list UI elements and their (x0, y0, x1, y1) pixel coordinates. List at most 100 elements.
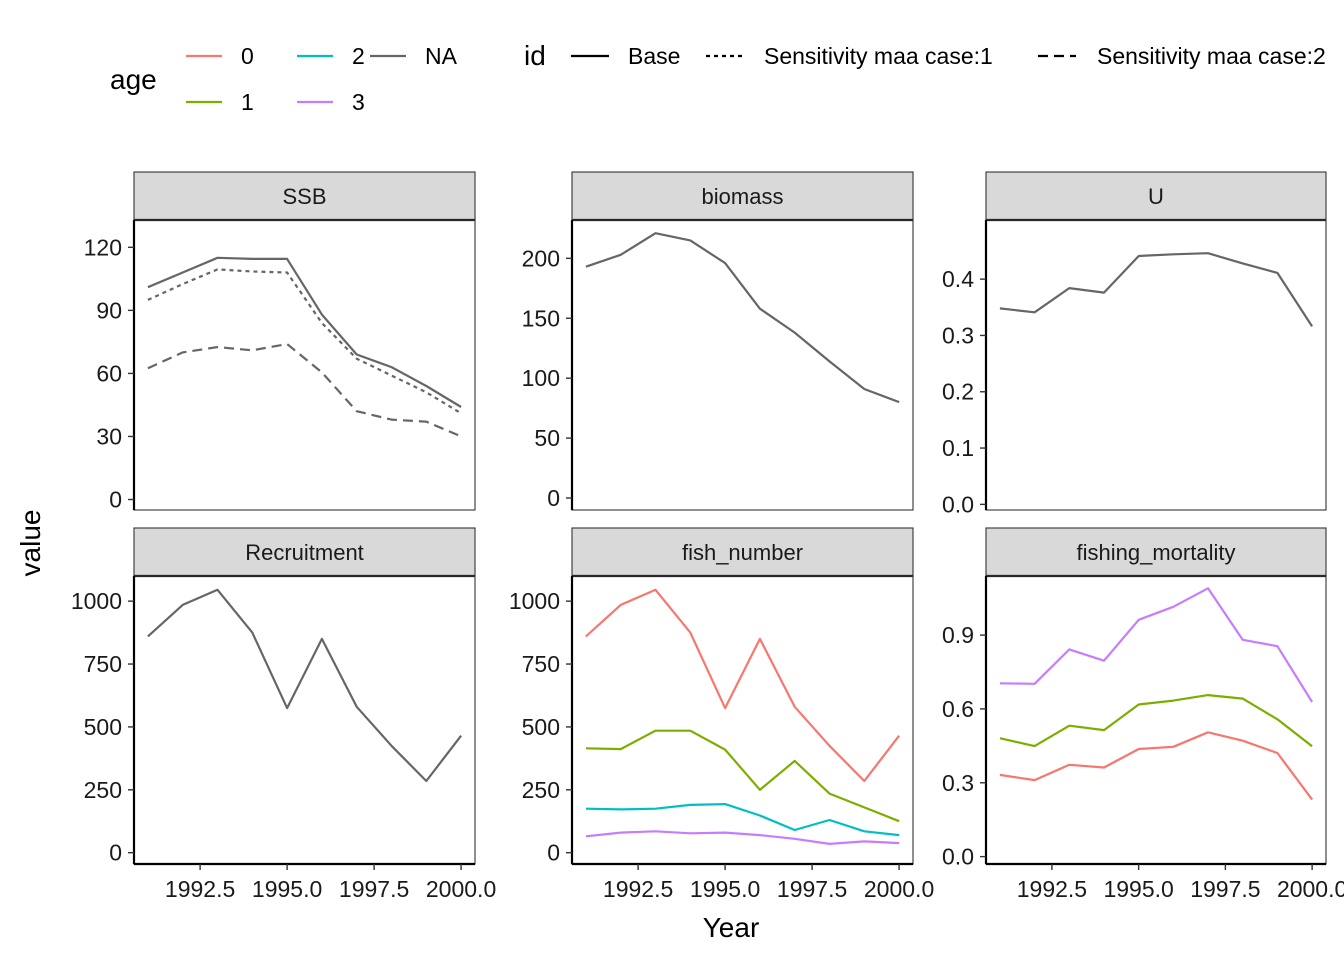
series-line-age-2-solid (585, 802, 900, 837)
x-tick-label: 1997.5 (339, 876, 409, 902)
x-tick-label: 2000.0 (426, 876, 496, 902)
y-tick-label: 0.3 (942, 770, 974, 796)
y-tick-label: 750 (522, 651, 560, 677)
y-tick-label: 0 (109, 486, 122, 512)
x-tick-label: 1992.5 (165, 876, 235, 902)
x-tick-label: 1997.5 (777, 876, 847, 902)
series-line-age-NA-dotted (147, 268, 462, 415)
x-tick-label: 1992.5 (1017, 876, 1087, 902)
x-tick-label: 2000.0 (864, 876, 934, 902)
series-line-age-3-solid (999, 587, 1314, 703)
series-line-age-NA-solid (999, 252, 1314, 327)
series-line-age-NA-solid (147, 588, 462, 783)
strip-label: fish_number (682, 540, 803, 565)
legend-item-age-0: 0 (186, 43, 254, 69)
series-line-age-0-solid (999, 731, 1313, 801)
series-line-age-NA-solid (585, 232, 900, 404)
x-tick-label: 2000.0 (1277, 876, 1344, 902)
strip-background (985, 171, 1327, 221)
panel-border (985, 219, 1327, 511)
x-tick-label: 1995.0 (1103, 876, 1173, 902)
series-line-age-1-solid (585, 729, 900, 823)
y-tick-label: 120 (84, 234, 122, 260)
y-tick-label: 60 (96, 360, 122, 386)
series-line-age-NA-solid (147, 256, 462, 408)
legend-item-id-0: Base (571, 43, 680, 69)
series-line-age-0-solid (585, 588, 900, 783)
legend-item-age-1: 1 (186, 89, 254, 115)
y-tick-label: 250 (522, 777, 560, 803)
legend-item-age-2: 2 (297, 43, 365, 69)
panel-border (133, 219, 476, 511)
legend-title-age: age (110, 64, 157, 95)
legend-label: 1 (241, 89, 254, 115)
y-tick-label: 30 (96, 423, 122, 449)
x-tick-label: 1997.5 (1190, 876, 1260, 902)
series-line-age-NA-dashed (147, 342, 462, 438)
strip-label: biomass (702, 184, 784, 209)
x-tick-label: 1992.5 (603, 876, 673, 902)
strip-label: SSB (282, 184, 326, 209)
strip-background (571, 527, 914, 577)
strip-background (571, 171, 914, 221)
legend: age id 0 2 NA 1 3 Base Sensitivity maa case:1 S… (110, 40, 1326, 115)
strip-background (985, 527, 1327, 577)
panel-Recruitment: Recruitment 0 250 500 750 1000 1992.5 1995.0 199… (71, 527, 496, 902)
y-tick-label: 50 (534, 425, 560, 451)
facet-panels: SSB 0 30 60 90 120 biomass 0 50 100 150 200 U 0.0 0.1 0… (71, 171, 1344, 902)
panel-fish_number: fish_number 0 250 500 750 1000 1992.5 1995.0 199… (509, 527, 934, 902)
y-tick-label: 90 (96, 297, 122, 323)
y-tick-label: 250 (84, 777, 122, 803)
panel-biomass: biomass 0 50 100 150 200 (522, 171, 914, 511)
legend-item-age-NA: NA (370, 43, 458, 69)
legend-label: Sensitivity maa case:2 (1097, 43, 1326, 69)
panel-border (571, 575, 914, 865)
y-tick-label: 0.0 (942, 844, 974, 870)
y-tick-label: 0.2 (942, 379, 974, 405)
y-tick-label: 1000 (509, 588, 560, 614)
y-tick-label: 100 (522, 365, 560, 391)
panel-border (985, 575, 1327, 865)
x-tick-label: 1995.0 (252, 876, 322, 902)
y-tick-label: 1000 (71, 588, 122, 614)
legend-label: 3 (352, 89, 365, 115)
y-tick-label: 500 (522, 714, 560, 740)
legend-item-age-3: 3 (297, 89, 365, 115)
legend-item-id-1: Sensitivity maa case:1 (706, 43, 993, 69)
panel-U: U 0.0 0.1 0.2 0.3 0.4 (942, 171, 1327, 517)
strip-label: U (1148, 184, 1164, 209)
panel-fishing_mortality: fishing_mortality 0.0 0.3 0.6 0.9 1992.5 1995.… (942, 527, 1344, 902)
y-tick-label: 0.1 (942, 435, 974, 461)
series-line-age-3-solid (585, 830, 900, 846)
x-axis-title: Year (703, 912, 760, 943)
legend-label: 2 (352, 43, 365, 69)
panel-border (571, 219, 914, 511)
y-tick-label: 0.0 (942, 491, 974, 517)
y-tick-label: 0.6 (942, 696, 974, 722)
y-tick-label: 500 (84, 714, 122, 740)
y-tick-label: 200 (522, 245, 560, 271)
y-tick-label: 0 (547, 485, 560, 511)
panel-SSB: SSB 0 30 60 90 120 (84, 171, 476, 512)
legend-label: 0 (241, 43, 254, 69)
y-tick-label: 150 (522, 305, 560, 331)
strip-label: Recruitment (245, 540, 364, 565)
y-tick-label: 0.9 (942, 622, 974, 648)
legend-label: Sensitivity maa case:1 (764, 43, 993, 69)
x-tick-label: 1995.0 (690, 876, 760, 902)
y-tick-label: 0.4 (942, 266, 974, 292)
legend-label: NA (425, 43, 458, 69)
y-axis-title: value (15, 510, 46, 577)
y-tick-label: 0 (547, 840, 560, 866)
strip-background (133, 527, 476, 577)
y-tick-label: 0.3 (942, 322, 974, 348)
legend-label: Base (628, 43, 680, 69)
y-tick-label: 750 (84, 651, 122, 677)
series-line-age-1-solid (999, 693, 1313, 748)
strip-label: fishing_mortality (1077, 540, 1236, 565)
y-tick-label: 0 (109, 840, 122, 866)
panel-border (133, 575, 476, 865)
legend-title-id: id (524, 40, 546, 71)
legend-item-id-2: Sensitivity maa case:2 (1038, 43, 1326, 69)
